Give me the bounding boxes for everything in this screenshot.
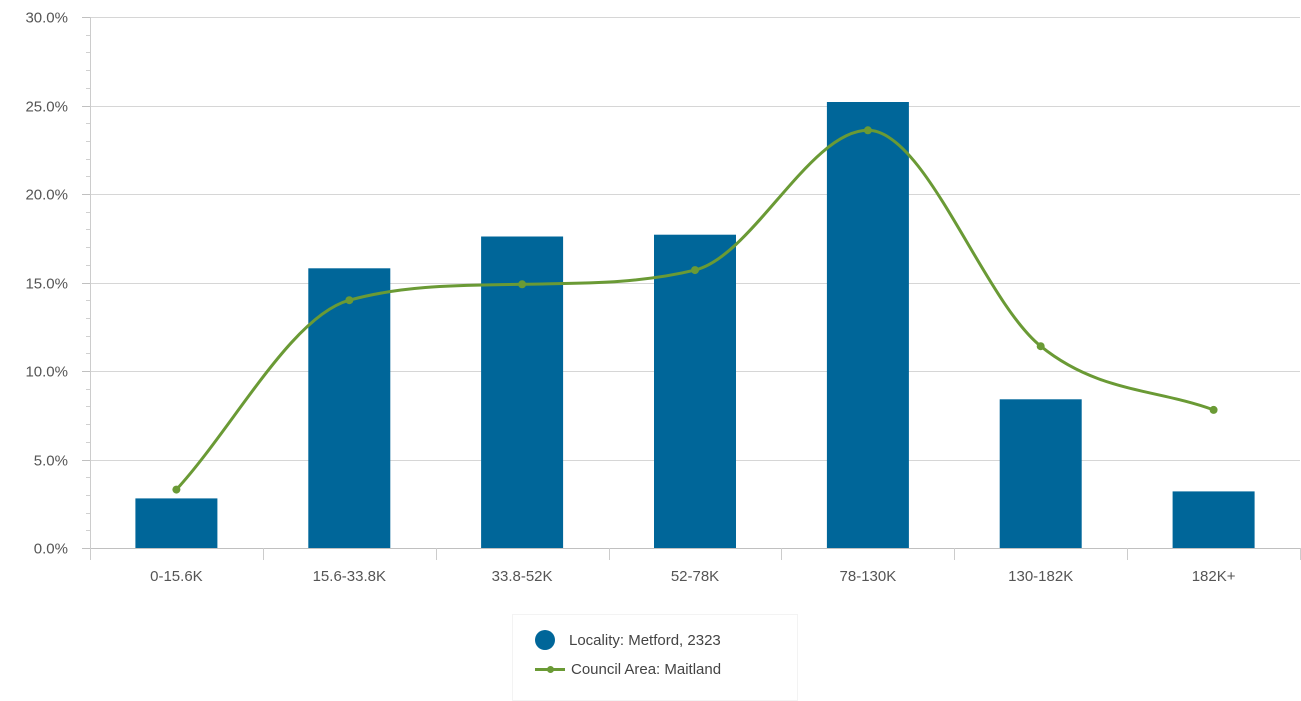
y-tick-label: 20.0%: [25, 187, 68, 204]
y-tick-label: 5.0%: [34, 453, 68, 470]
x-tick-label: 182K+: [1192, 568, 1236, 585]
line-point: [345, 296, 354, 305]
legend-bar-swatch: [535, 630, 555, 650]
bar: [999, 399, 1082, 548]
line-point: [1209, 405, 1218, 414]
bar: [1172, 491, 1255, 548]
legend-line-swatch: [535, 659, 565, 679]
bar: [308, 268, 391, 548]
bar-series-locality: [135, 102, 1255, 548]
legend-item-council[interactable]: Council Area: Maitland: [535, 658, 721, 680]
line-point: [1036, 342, 1045, 351]
legend-label-locality: Locality: Metford, 2323: [569, 631, 721, 649]
line-series-council: [172, 126, 1218, 494]
y-axis: 0.0% 5.0% 10.0% 15.0% 20.0% 25.0% 30.0%: [25, 10, 91, 558]
y-tick-label: 25.0%: [25, 99, 68, 116]
bar: [654, 234, 736, 548]
x-tick-label: 130-182K: [1008, 568, 1073, 585]
x-tick-label: 52-78K: [671, 568, 719, 585]
line-point: [172, 485, 181, 494]
bar: [135, 498, 218, 548]
line-point: [691, 266, 699, 275]
x-tick-label: 78-130K: [840, 568, 897, 585]
y-tick-label: 15.0%: [25, 276, 68, 293]
y-tick-label: 30.0%: [25, 10, 68, 27]
bar: [481, 236, 564, 548]
x-axis: 0-15.6K 15.6-33.8K 33.8-52K 52-78K 78-130K 13…: [90, 548, 1301, 585]
line-point: [518, 280, 527, 289]
y-tick-label: 10.0%: [25, 364, 68, 381]
x-tick-label: 0-15.6K: [150, 568, 203, 585]
y-tick-label: 0.0%: [34, 541, 68, 558]
legend: Locality: Metford, 2323 Council Area: Ma…: [512, 614, 798, 701]
x-tick-label: 15.6-33.8K: [313, 568, 386, 585]
series-line: [175, 128, 1215, 491]
legend-item-locality[interactable]: Locality: Metford, 2323: [535, 629, 721, 651]
x-tick-label: 33.8-52K: [492, 568, 553, 585]
legend-label-council: Council Area: Maitland: [571, 660, 722, 678]
line-point: [863, 126, 872, 135]
bar: [826, 102, 909, 548]
